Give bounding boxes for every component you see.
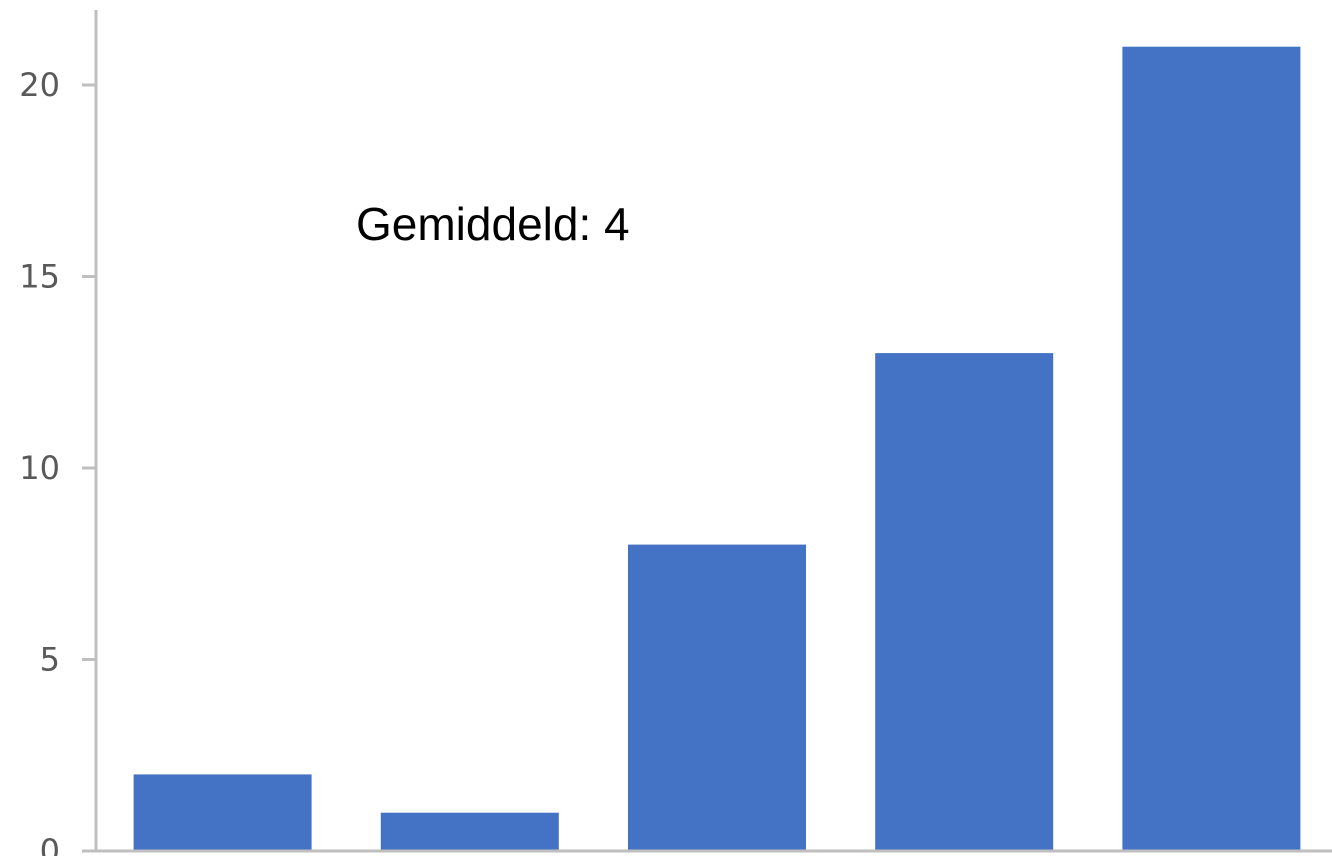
bar-4: [875, 353, 1054, 851]
bar-3: [628, 544, 806, 851]
bar-5: [1122, 46, 1301, 851]
y-tick-label: 15: [19, 258, 60, 296]
y-tick-label: 5: [40, 641, 60, 679]
y-tick-label: 10: [19, 449, 60, 487]
bars-group: [133, 46, 1301, 851]
y-axis-ticks: 0 5 10 15 20: [19, 66, 96, 856]
bar-2: [380, 812, 559, 851]
average-annotation: Gemiddeld: 4: [356, 198, 630, 250]
y-tick-label: 20: [19, 66, 60, 104]
y-tick-label: 0: [40, 832, 60, 856]
bar-1: [133, 774, 312, 851]
